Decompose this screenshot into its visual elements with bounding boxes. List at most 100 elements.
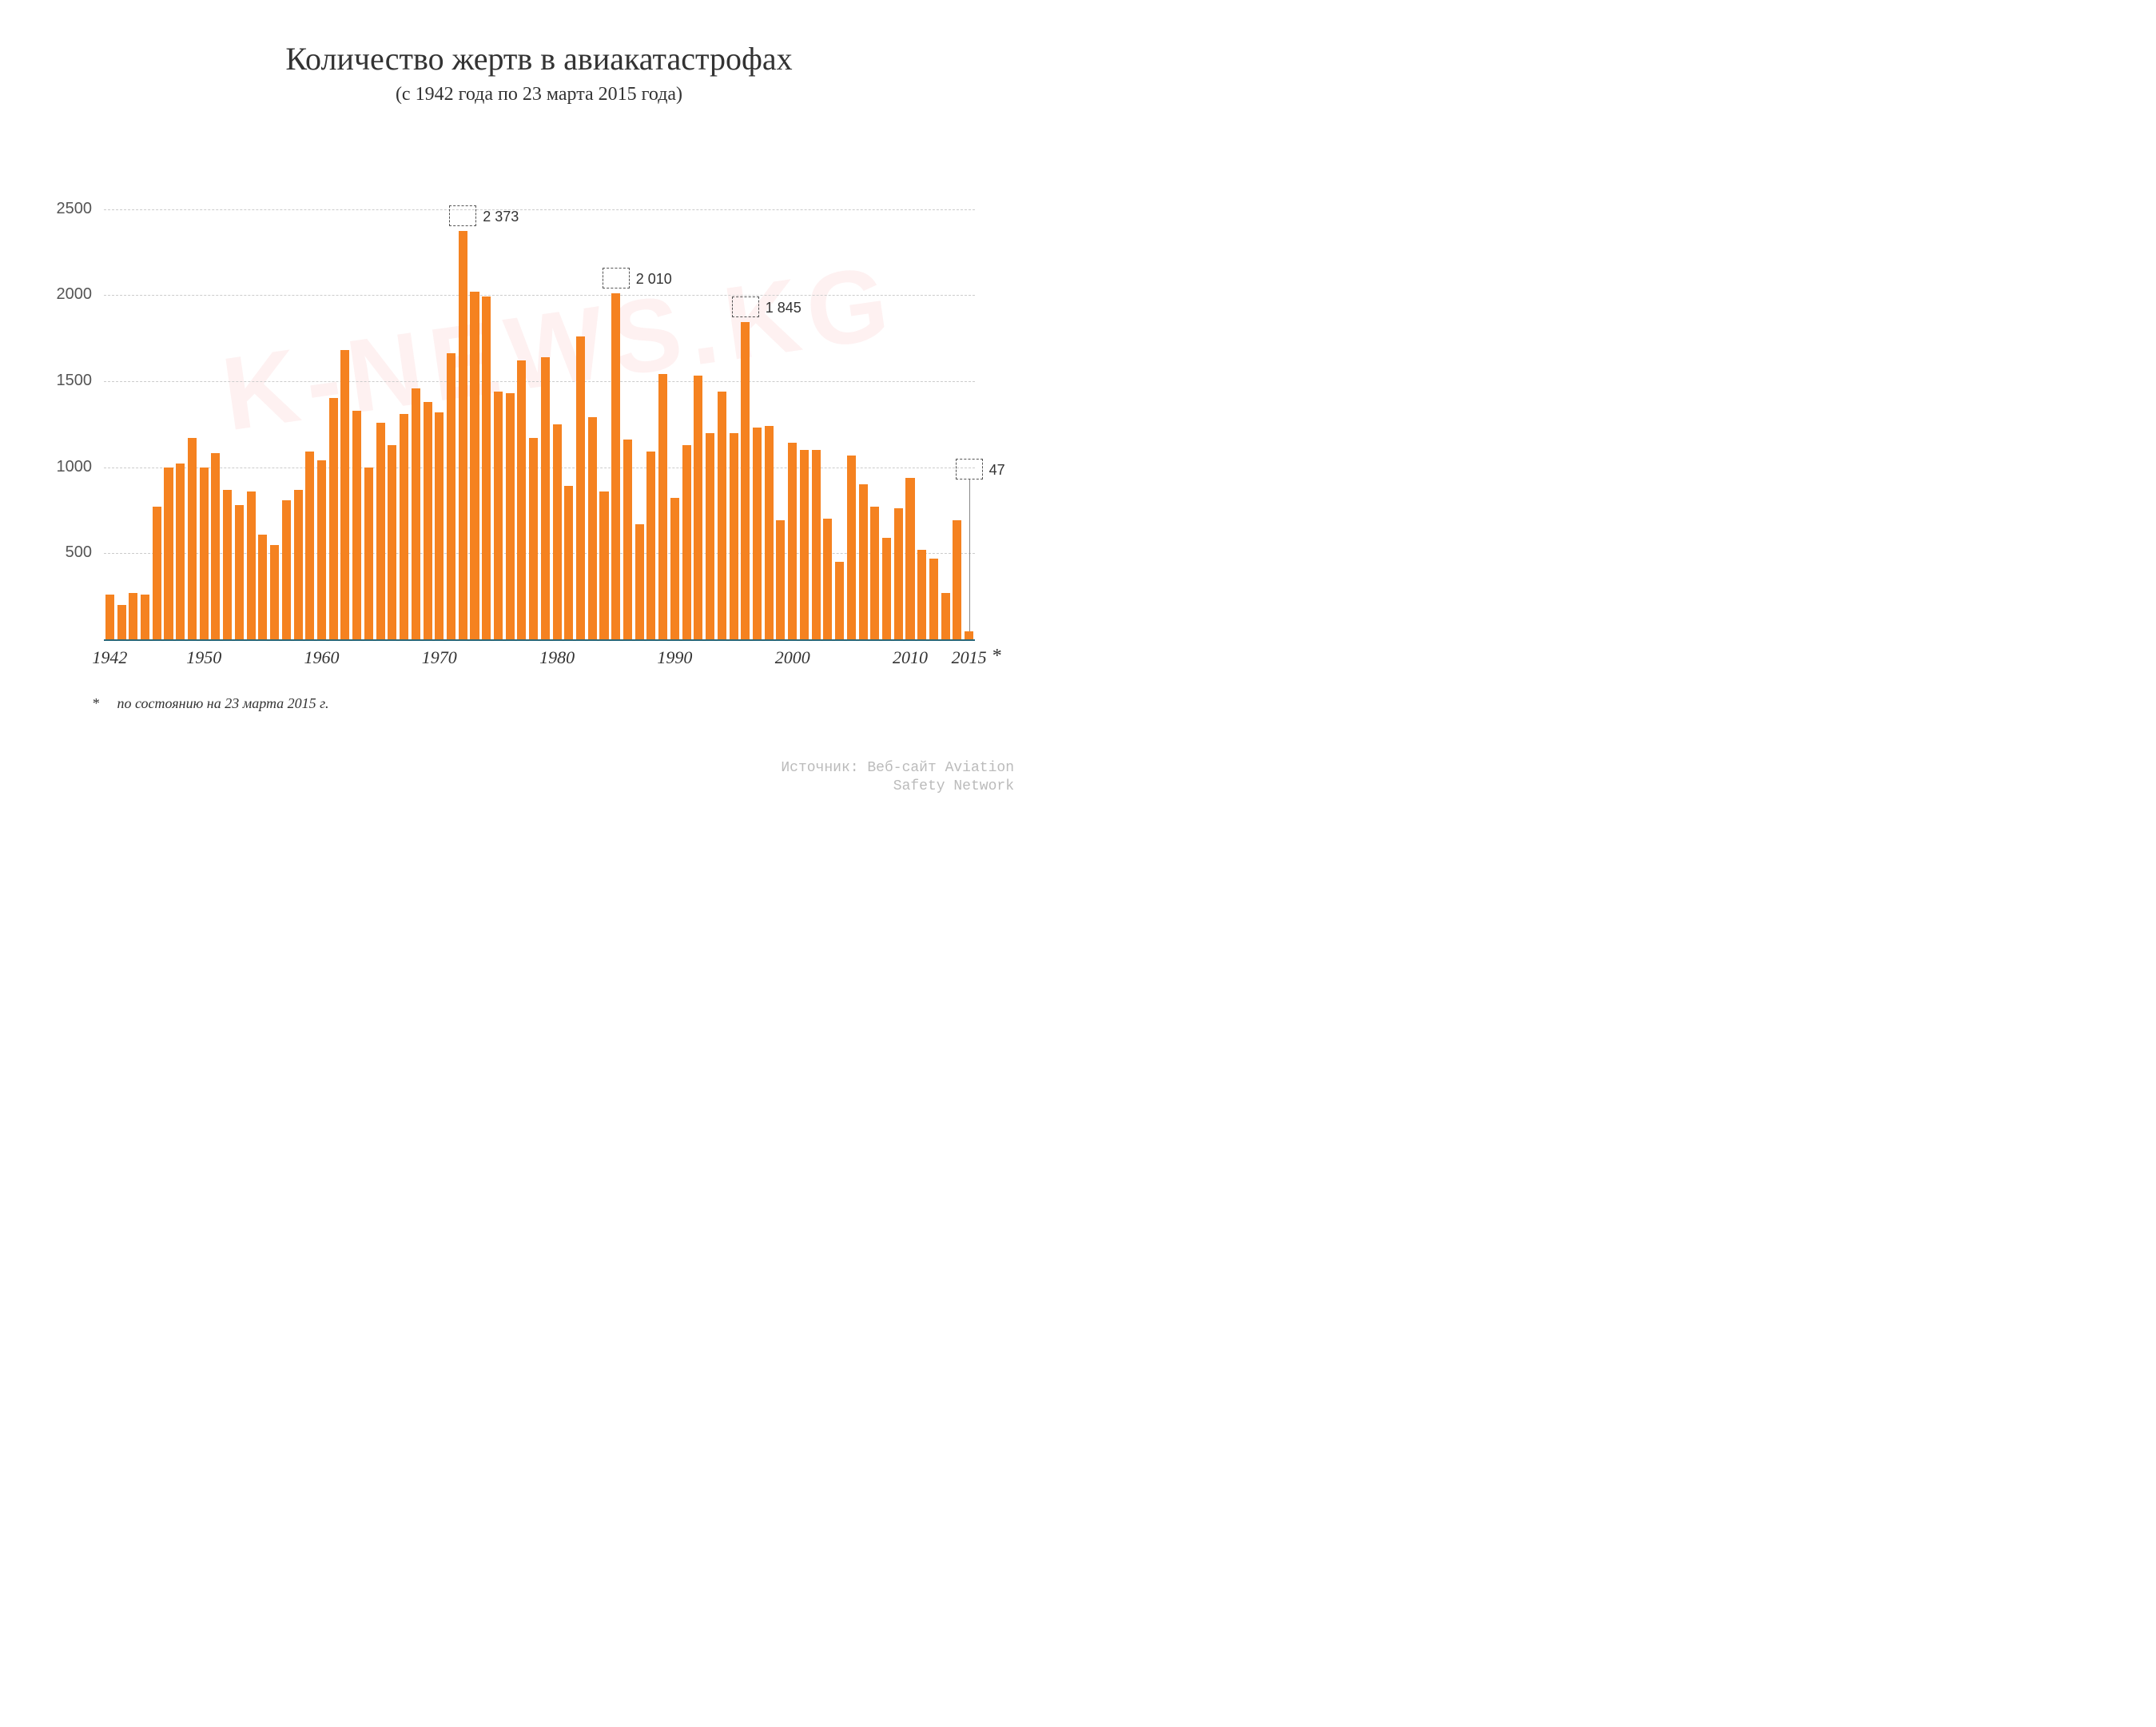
bar	[305, 452, 314, 639]
footnote-asterisk: *	[92, 695, 99, 711]
bars-container	[104, 192, 975, 639]
bar	[623, 440, 632, 639]
bar	[859, 484, 868, 639]
bar	[424, 402, 432, 639]
bar	[223, 490, 232, 639]
bar	[470, 292, 479, 639]
bar	[730, 433, 738, 639]
source-line-2: Safety Network	[893, 778, 1014, 794]
bar	[329, 398, 338, 639]
bar	[211, 453, 220, 639]
bar	[105, 595, 114, 639]
y-tick-label: 2000	[44, 285, 92, 304]
callout-label: 1 845	[766, 300, 802, 316]
bar	[800, 450, 809, 639]
x-tick-label: 1980	[529, 647, 585, 668]
x-tick-label: 1970	[412, 647, 467, 668]
x-tick-label: 2000	[765, 647, 821, 668]
callout-box	[732, 296, 759, 317]
bar	[412, 388, 420, 639]
bar	[141, 595, 149, 639]
x-axis-baseline	[104, 639, 975, 641]
bar	[953, 520, 961, 639]
bar	[352, 411, 361, 639]
bar	[670, 498, 679, 639]
bar	[200, 468, 209, 639]
x-tick-label: 1950	[176, 647, 232, 668]
bar	[847, 456, 856, 639]
bar	[753, 428, 762, 639]
bar	[812, 450, 821, 639]
bar	[282, 500, 291, 639]
y-tick-label: 1000	[44, 458, 92, 476]
bar	[694, 376, 702, 639]
callout-leader-line	[969, 480, 970, 631]
bar	[376, 423, 385, 639]
bar	[176, 464, 185, 639]
bar	[541, 357, 550, 639]
x-tick-label: 1990	[646, 647, 702, 668]
x-axis-asterisk: *	[992, 646, 1001, 667]
bar	[494, 392, 503, 639]
bar	[941, 593, 950, 639]
callout-box	[956, 459, 983, 480]
bar	[153, 507, 161, 639]
chart-plot-area: 2 3732 0101 84547	[104, 192, 975, 639]
bar	[564, 486, 573, 639]
bar	[235, 505, 244, 639]
footnote-text: по состоянию на 23 марта 2015 г.	[117, 695, 329, 711]
bar	[588, 417, 597, 639]
bar	[765, 426, 774, 639]
bar	[929, 559, 938, 639]
bar	[894, 508, 903, 639]
callout-box	[603, 268, 630, 288]
x-tick-label: 2015	[941, 647, 997, 668]
bar	[117, 605, 126, 639]
bar	[882, 538, 891, 639]
bar	[447, 353, 455, 639]
bar	[258, 535, 267, 639]
callout-label: 2 010	[636, 271, 672, 288]
bar	[965, 631, 973, 639]
bar	[718, 392, 726, 639]
bar	[611, 293, 620, 639]
bar	[576, 336, 585, 639]
y-tick-label: 500	[44, 543, 92, 562]
bar	[164, 468, 173, 639]
bar	[917, 550, 926, 639]
bar	[646, 452, 655, 639]
bar	[658, 374, 667, 639]
bar	[459, 231, 467, 639]
bar	[599, 491, 608, 639]
bar	[776, 520, 785, 639]
bar	[340, 350, 349, 639]
x-tick-label: 1942	[82, 647, 137, 668]
bar	[741, 322, 750, 639]
bar	[294, 490, 303, 639]
y-tick-label: 2500	[44, 200, 92, 218]
bar	[835, 562, 844, 639]
bar	[635, 524, 644, 639]
x-tick-label: 1960	[294, 647, 350, 668]
x-tick-label: 2010	[882, 647, 938, 668]
bar	[506, 393, 515, 639]
bar	[270, 545, 279, 639]
bar	[400, 414, 408, 639]
y-tick-label: 1500	[44, 372, 92, 390]
bar	[553, 424, 562, 639]
chart-subtitle: (с 1942 года по 23 марта 2015 года)	[0, 84, 1078, 105]
bar	[247, 491, 256, 639]
bar	[388, 445, 396, 639]
bar	[682, 445, 691, 639]
bar	[823, 519, 832, 639]
source-credit: Источник: Веб-сайт Aviation Safety Netwo…	[781, 759, 1014, 797]
chart-title: Количество жертв в авиакатастрофах	[0, 40, 1078, 78]
callout-label: 47	[989, 462, 1005, 479]
bar	[517, 360, 526, 639]
bar	[435, 412, 444, 639]
bar	[529, 438, 538, 639]
bar	[188, 438, 197, 639]
bar	[870, 507, 879, 639]
bar	[788, 443, 797, 639]
footnote: * по состоянию на 23 марта 2015 г.	[92, 695, 328, 712]
